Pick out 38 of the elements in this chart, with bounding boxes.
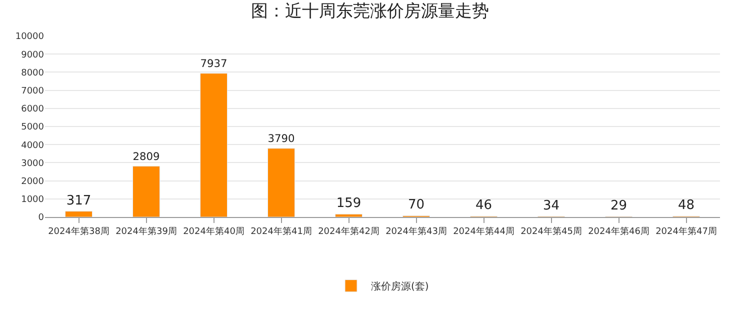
x-tick-label: 2024年第38周 — [48, 226, 110, 237]
y-tick-label: 8000 — [21, 68, 44, 78]
y-tick-label: 5000 — [21, 122, 44, 133]
y-tick-label: 10000 — [15, 32, 44, 42]
y-tick-label: 2000 — [21, 176, 44, 187]
x-tick-label: 2024年第45周 — [520, 226, 582, 237]
x-tick-label: 2024年第40周 — [183, 226, 244, 237]
y-tick-label: 9000 — [21, 50, 44, 60]
data-label: 3790 — [268, 133, 295, 146]
y-tick-label: 4000 — [21, 140, 44, 151]
x-tick-label: 2024年第43周 — [386, 226, 447, 237]
x-tick-label: 2024年第41周 — [250, 226, 312, 237]
x-tick-label: 2024年第46周 — [588, 226, 650, 237]
x-tick-label: 2024年第44周 — [453, 226, 514, 237]
bar — [335, 214, 362, 217]
y-tick-label: 1000 — [21, 195, 44, 206]
legend-label: 涨价房源(套) — [371, 280, 429, 293]
bar — [268, 148, 295, 217]
data-label: 7937 — [200, 58, 228, 70]
x-tick-label: 2024年第47周 — [656, 226, 717, 237]
y-tick-label: 6000 — [21, 104, 44, 115]
y-tick-label: 0 — [38, 213, 44, 224]
y-tick-label: 7000 — [21, 86, 44, 96]
bar — [132, 166, 160, 217]
data-label: 2809 — [132, 150, 160, 163]
data-label: 46 — [475, 198, 492, 214]
x-tick-label: 2024年第42周 — [318, 226, 380, 237]
data-label: 159 — [336, 196, 362, 212]
x-tick-label: 2024年第39周 — [116, 226, 177, 237]
y-tick-label: 3000 — [21, 158, 44, 169]
data-label: 34 — [542, 198, 560, 214]
data-label: 48 — [678, 198, 695, 214]
data-label: 29 — [610, 198, 628, 214]
data-label: 317 — [66, 193, 92, 208]
chart-title: 图：近十周东莞涨价房源量走势 — [251, 2, 489, 22]
bar — [200, 73, 228, 217]
data-label: 70 — [408, 198, 425, 213]
bar — [65, 211, 92, 217]
